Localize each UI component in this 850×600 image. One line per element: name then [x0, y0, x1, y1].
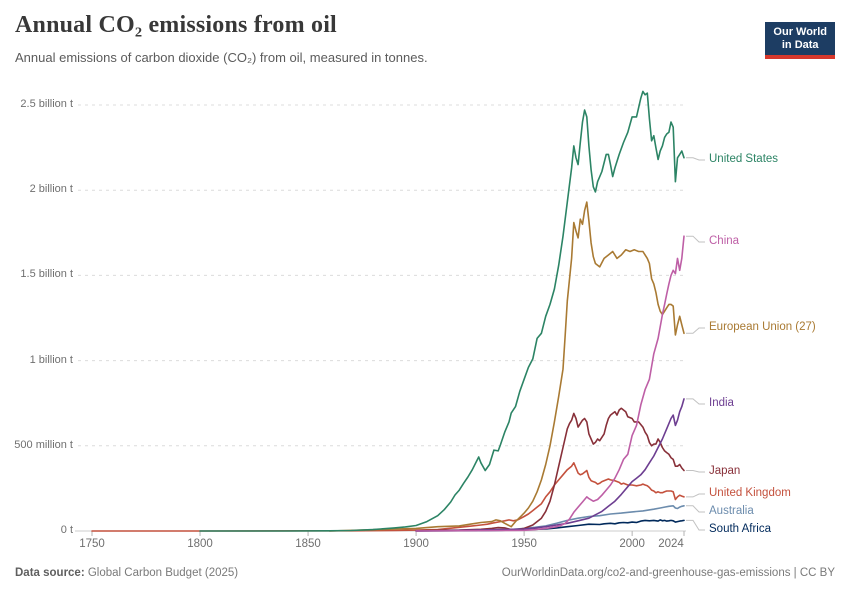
- label-connector-china: [686, 235, 705, 243]
- chart-title: Annual CO₂ emissions from oil: [15, 12, 337, 38]
- y-axis-tick-label: 2 billion t: [29, 183, 73, 196]
- data-source-label: Data source:: [15, 567, 85, 579]
- x-axis-tick-label: 1850: [295, 538, 321, 550]
- y-axis-tick-label: 500 million t: [14, 438, 73, 451]
- label-connector-european-union-27: [686, 327, 705, 334]
- series-line-china: [415, 235, 685, 532]
- series-line-united-kingdom: [91, 461, 685, 532]
- label-connector-india: [686, 398, 705, 405]
- y-axis-tick-label: 1.5 billion t: [20, 268, 73, 281]
- series-line-south-africa: [415, 519, 685, 532]
- series-label-united-states: United States: [709, 153, 779, 165]
- series-label-south-africa: South Africa: [709, 523, 772, 535]
- label-connector-japan: [686, 470, 705, 473]
- owid-logo-line2: in Data: [781, 39, 819, 51]
- owid-logo-line1: Our World: [773, 26, 827, 38]
- y-axis-tick-label: 1 billion t: [29, 353, 73, 366]
- series-line-european-union-27: [328, 201, 685, 532]
- chart-footer: Data source: Global Carbon Budget (2025)…: [15, 567, 835, 579]
- label-connector-united-states: [686, 157, 705, 161]
- series-line-japan: [415, 407, 685, 532]
- owid-logo[interactable]: Our World in Data: [765, 22, 835, 59]
- x-axis-tick-label: 1900: [403, 538, 429, 550]
- series-line-india: [415, 398, 685, 532]
- series-label-china: China: [709, 235, 740, 247]
- data-source-value: Global Carbon Budget (2025): [84, 567, 239, 579]
- series-label-india: India: [709, 397, 734, 409]
- series-label-australia: Australia: [709, 505, 754, 517]
- label-connector-united-kingdom: [686, 493, 705, 498]
- label-connector-south-africa: [686, 519, 705, 531]
- series-label-japan: Japan: [709, 465, 741, 477]
- series-label-united-kingdom: United Kingdom: [709, 487, 791, 499]
- y-axis-tick-label: 2.5 billion t: [20, 98, 73, 110]
- x-axis-tick-label: 2024: [658, 538, 684, 550]
- y-axis-tick-label: 0 t: [60, 524, 73, 536]
- series-label-european-union-27: European Union (27): [709, 321, 816, 333]
- x-axis-tick-label: 2000: [619, 538, 645, 550]
- owid-url-link[interactable]: OurWorldinData.org/co2-and-greenhouse-ga…: [501, 567, 835, 579]
- x-axis-tick-label: 1750: [79, 538, 105, 550]
- x-axis-tick-label: 1950: [511, 538, 537, 550]
- x-axis-tick-label: 1800: [187, 538, 213, 550]
- series-line-united-states: [199, 90, 685, 532]
- chart-subtitle: Annual emissions of carbon dioxide (CO₂)…: [15, 50, 428, 65]
- label-connector-australia: [686, 505, 705, 513]
- data-source: Data source: Global Carbon Budget (2025): [15, 567, 238, 579]
